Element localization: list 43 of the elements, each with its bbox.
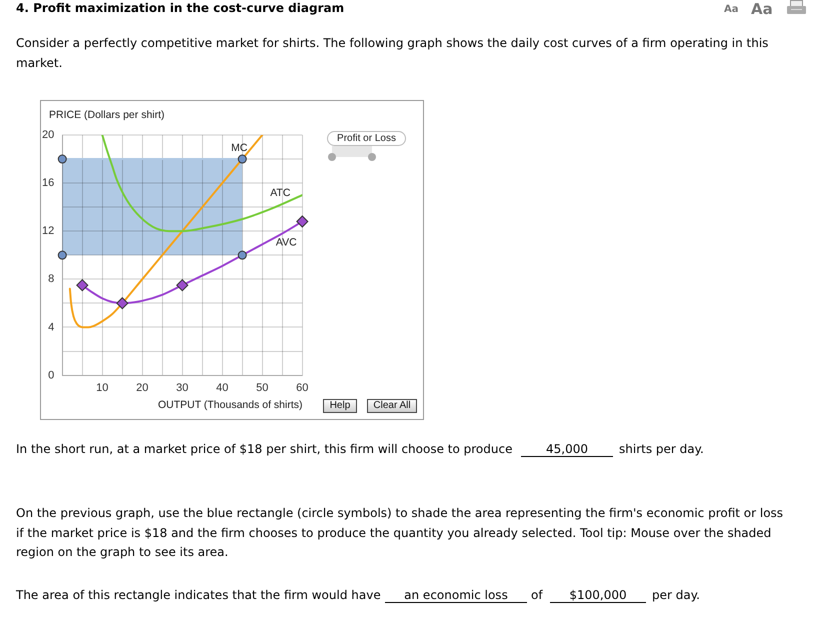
series-label: AVC (276, 236, 298, 248)
series-label: MC (231, 142, 248, 154)
series-label: ATC (270, 186, 291, 199)
button[interactable]: Help (323, 399, 357, 413)
y-tick-label: 12 (42, 225, 54, 238)
text: Aa (751, 0, 773, 18)
point (238, 250, 247, 260)
text: Consider a perfectly competitive market for shirts. The following graph shows the daily cost curves of a firm operating in this market. (16, 35, 770, 72)
point (116, 297, 128, 310)
text: shirts per day. (619, 441, 704, 457)
y-tick-label: 8 (48, 273, 54, 286)
x-axis-title: OUTPUT (Thousands of shirts) (158, 399, 303, 411)
point (58, 154, 67, 164)
line-series (68, 135, 264, 328)
text: $100,000 (550, 587, 646, 603)
point (58, 250, 67, 260)
line-series (101, 135, 302, 232)
text: In the short run, at a market price of $18 per shirt, this firm will choose to produce (16, 441, 512, 457)
x-tick-label: 50 (256, 382, 268, 394)
y-tick-label: 16 (42, 177, 54, 190)
text: Aa (724, 4, 738, 16)
button[interactable]: Clear All (367, 399, 417, 413)
point (176, 279, 188, 292)
text: per day. (652, 587, 700, 603)
x-tick-label: 60 (296, 382, 308, 394)
x-tick-label: 40 (216, 382, 228, 394)
text: On the previous graph, use the blue rectangle (circle symbols) to shade the area representing the firm's economic profit or loss if the market price is $18 and the firm chooses to produce the quantity you already selected. Tool tip: Mouse over the shaded region on the graph to see its area. (16, 505, 784, 561)
chart-title: 4. Profit maximization in the cost-curve diagram (16, 1, 344, 16)
text: 45,000 (521, 441, 613, 457)
x-tick-label: 10 (96, 382, 108, 394)
y-tick-label: 20 (42, 129, 54, 142)
point (238, 154, 247, 164)
x-tick-label: 20 (136, 382, 148, 394)
point (296, 216, 308, 228)
text: The area of this rectangle indicates that the firm would have (16, 587, 381, 603)
y-axis-title: PRICE (Dollars per shirt) (49, 109, 165, 121)
x-tick-label: 30 (176, 382, 188, 394)
y-tick-label: 4 (48, 321, 54, 334)
text: Profit or Loss (327, 131, 406, 146)
point (76, 279, 88, 292)
text: an economic loss (385, 587, 527, 603)
y-tick-label: 0 (48, 369, 54, 382)
text: of (531, 587, 543, 603)
